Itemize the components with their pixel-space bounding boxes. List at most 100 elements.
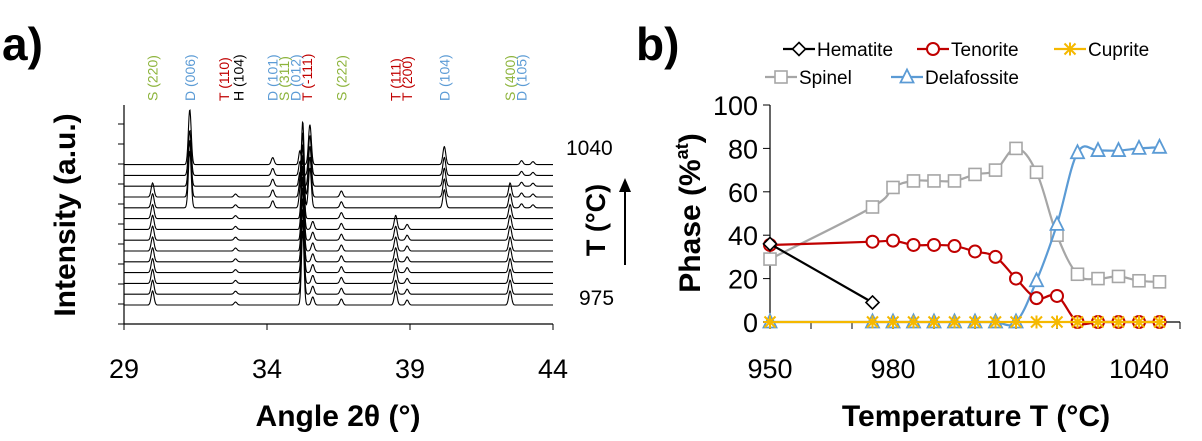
panel-a-label: a) [2,18,43,70]
xrd-pattern-line [124,230,553,306]
cuprite-marker [886,315,900,329]
xrd-pattern-line [124,198,553,274]
phase-x-tick-label: 950 [747,354,792,384]
phase-x-axis-title: Temperature T (°C) [842,400,1110,433]
tenorite-marker [886,233,900,248]
xrd-pattern-line [124,109,553,166]
panel-b: b) Hematite Tenorite Cuprite Spinel Delafoss… [636,18,1181,433]
delafossite-marker [1028,271,1045,288]
temperature-top-label: 1040 [566,137,613,160]
legend-cuprite-marker-stroke [1063,42,1077,56]
xrd-pattern-line [124,187,553,263]
xrd-y-ticks [118,123,554,330]
spinel-marker [1029,165,1044,180]
delafossite-line [770,145,1160,327]
cuprite-marker [1153,315,1166,329]
cuprite-marker-stroke [948,315,961,329]
cuprite-marker [1132,315,1146,329]
phase-series [762,137,1168,329]
peak-label: S (311) [276,56,292,101]
xrd-pattern-line [124,176,553,252]
legend-hematite-label: Hematite [817,40,893,61]
xrd-plot-area [118,105,554,330]
xrd-pattern-line [124,166,553,241]
cuprite-marker [1030,315,1043,329]
phase-y-axis-title-end: ) [674,133,707,143]
xrd-y-axis-title: Intensity (a.u.) [49,113,82,316]
peak-label: T (111) [388,58,404,101]
temperature-arrow [619,178,631,265]
cuprite-marker-stroke [1112,315,1125,329]
xrd-x-tick-label: 39 [395,354,425,384]
cuprite-marker [927,315,941,329]
cuprite-marker-stroke [1132,315,1146,329]
peak-label: T (200) [399,56,415,101]
phase-x-tick-label: 1040 [1109,354,1169,384]
peak-label: D (006) [182,54,198,101]
cuprite-marker [1112,315,1125,329]
tenorite-marker [927,237,941,252]
spinel-marker [968,167,982,182]
legend-spinel-label: Spinel [799,68,852,89]
xrd-pattern-line [124,220,553,295]
spinel-marker [927,174,941,188]
cuprite-marker [968,315,982,329]
peak-label: D (012) [288,54,304,101]
spinel-marker [947,174,962,188]
cuprite-marker [763,315,777,329]
phase-y-tick-label: 40 [728,221,758,251]
tenorite-marker [968,244,982,259]
phase-y-ticks: 0 20 40 60 80 100 [713,91,770,338]
tenorite-marker [906,237,921,252]
peak-label: D (104) [436,54,452,101]
tenorite-marker [1009,271,1023,286]
delafossite-marker [1151,137,1168,154]
xrd-pattern-line [124,155,553,230]
xrd-pattern-line [124,140,553,187]
cuprite-marker-stroke [1030,315,1043,329]
spinel-line [769,147,1160,283]
peak-label: S (400) [502,55,518,101]
xrd-x-tick-label: 44 [538,354,568,384]
xrd-pattern-line [124,209,553,284]
xrd-pattern-line [124,120,553,198]
xrd-pattern-line [124,131,553,209]
peak-labels: S (220) D (006) T (110)H (104) D (101)S (31… [145,54,530,101]
tenorite-marker [988,249,1003,264]
xrd-x-tick-label: 29 [109,354,139,384]
tenorite-marker [947,239,962,254]
peak-label: D (105) [514,54,530,101]
cuprite-marker-stroke [1009,315,1023,329]
legend-hematite-marker [791,41,807,57]
legend-delafossite-marker [899,67,915,84]
phase-y-tick-label: 80 [728,134,758,164]
phase-y-tick-label: 100 [713,91,758,121]
hematite-marker [864,294,881,311]
legend-cuprite-marker [1063,42,1077,56]
peak-label: T (110) [216,57,232,101]
panel-b-label: b) [636,18,679,70]
cuprite-marker-stroke [989,315,1002,329]
phase-y-axis-title-sup: at [672,143,692,159]
tenorite-marker [1029,291,1044,306]
delafossite-marker [1069,143,1086,160]
spinel-marker [906,174,921,188]
cuprite-marker [948,315,961,329]
hematite-marker [762,236,778,252]
panel-a: a) S (220) D (006) T (110)H (104) D (101)S … [2,18,631,433]
tenorite-marker [865,234,880,249]
phase-x-ticks: 950 980 1010 1040 [747,322,1181,384]
legend-tenorite-marker [926,42,940,56]
xrd-pattern-line [124,144,553,220]
phase-y-tick-label: 60 [728,178,758,208]
cuprite-marker-stroke [1091,315,1105,329]
peak-label: S (220) [145,55,161,101]
spinel-marker [988,163,1003,177]
cuprite-marker [989,315,1002,329]
phase-y-axis-title: Phase (%at) [672,133,707,292]
cuprite-marker [1091,315,1105,329]
hematite-line [769,242,874,304]
temperature-axis-title: T (°C) [581,184,611,256]
spinel-marker [1070,267,1085,282]
cuprite-marker [866,315,879,329]
